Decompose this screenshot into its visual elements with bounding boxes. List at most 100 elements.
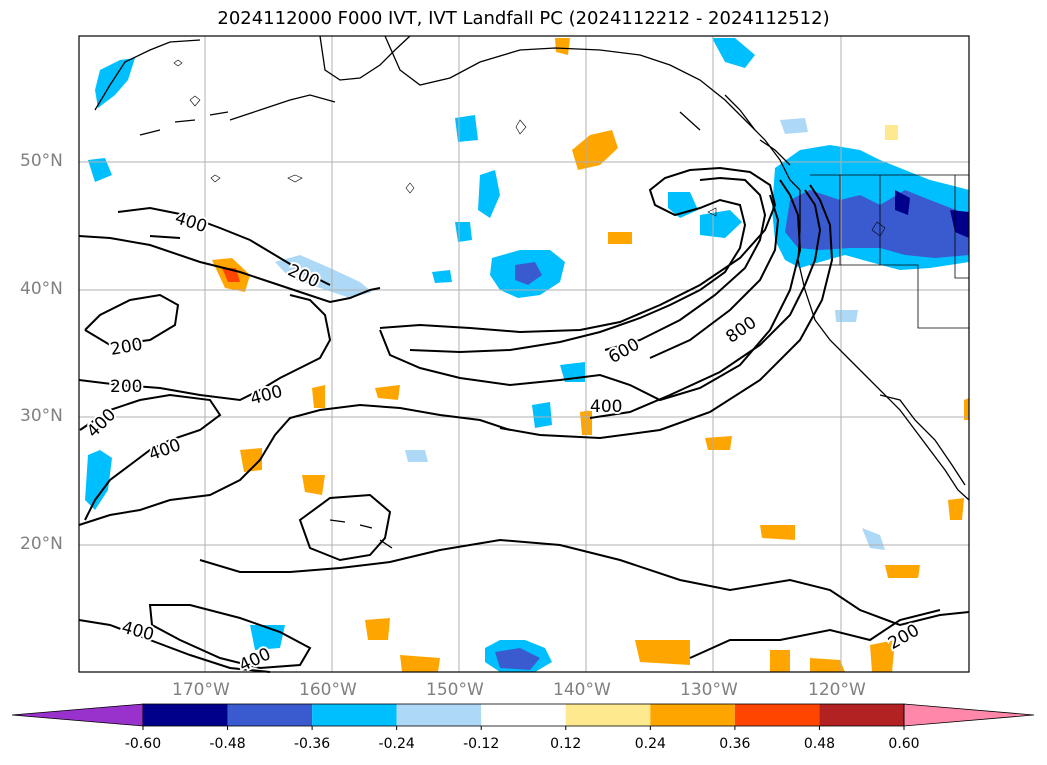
neg-patch-w3 <box>85 450 112 510</box>
contour-label: 400 <box>590 397 622 417</box>
lon-label: 150°W <box>426 680 484 700</box>
coastlines <box>94 35 970 549</box>
pos-patch-6 <box>375 385 400 400</box>
colorbar-outline <box>142 703 905 727</box>
contour-sub-400 <box>79 393 222 521</box>
lat-label: 50°N <box>20 151 63 171</box>
pos-patch-21 <box>770 650 790 672</box>
colorbar-extend-min <box>11 703 144 727</box>
wa-or-ca-coast <box>797 190 970 501</box>
neg-patch-w15 <box>405 450 428 462</box>
colorbar-extend-max <box>903 703 1035 727</box>
neg-patch-pnw-dark2 <box>895 190 910 215</box>
lon-label: 140°W <box>553 680 611 700</box>
contour-800 <box>649 194 780 359</box>
neg-patch-w5 <box>455 115 478 142</box>
contour-south-ring <box>148 604 312 670</box>
colorbar-box <box>819 704 904 726</box>
neg-patch-w1 <box>88 158 112 182</box>
pos-patch-14 <box>705 436 732 450</box>
alaska-coast <box>94 35 801 191</box>
colorbar-tick-label: 0.36 <box>719 736 751 752</box>
colorbar-box <box>396 704 482 726</box>
lon-label: 130°W <box>680 680 738 700</box>
contour-main-ar-outer <box>379 166 777 354</box>
pos-patch-3 <box>608 232 632 244</box>
positive-shading-layer <box>212 38 969 672</box>
neg-patch-s-core <box>495 648 540 670</box>
contour-west-200 <box>84 293 180 347</box>
contour-200-north <box>78 235 381 304</box>
contour-coast-ring <box>589 189 822 419</box>
plot-frame <box>78 35 970 673</box>
colorbar-box <box>481 704 566 726</box>
pos-patch-12 <box>810 658 845 672</box>
boundaries <box>810 174 969 329</box>
contour-west-400 <box>78 294 332 402</box>
neg-patch-w14 <box>275 255 372 298</box>
colorbar-box <box>312 704 397 726</box>
neg-patch-w11 <box>532 402 552 428</box>
neg-patch-w13 <box>432 270 452 283</box>
neg-patch-w17 <box>835 310 858 322</box>
colorbar-tick-label: -0.36 <box>293 736 331 752</box>
neg-patch-mid-core <box>515 262 542 285</box>
colorbar-tick-label: -0.12 <box>463 736 500 752</box>
neg-patch-w8 <box>712 38 755 68</box>
colorbar-box <box>650 704 735 726</box>
pos-patch-5 <box>302 475 325 495</box>
neg-patch-w16 <box>780 118 808 134</box>
pos-patch-7 <box>760 525 795 540</box>
lon-label: 120°W <box>808 680 866 700</box>
pos-patch-20 <box>885 125 898 140</box>
neg-patch-w7 <box>700 210 742 238</box>
baja-coast <box>879 394 966 486</box>
colorbar-tick-label: 0.60 <box>888 736 920 752</box>
pos-patch-13 <box>870 640 895 672</box>
pos-patch-4 <box>240 448 262 472</box>
colorbar-tick-label: -0.60 <box>124 736 162 752</box>
pos-patch-8 <box>885 565 920 578</box>
map-title: 2024112000 F000 IVT, IVT Landfall PC (20… <box>217 8 830 29</box>
lat-label: 40°N <box>20 279 63 299</box>
pos-patch-19 <box>964 398 969 420</box>
patch-outlines <box>173 59 886 237</box>
colorbar-tick-label: -0.24 <box>378 736 415 752</box>
colorbar-tick-label: 0.24 <box>634 736 666 752</box>
colorbar-box <box>227 704 313 726</box>
neg-patch-w9 <box>250 625 285 650</box>
pos-patch-15 <box>555 38 570 55</box>
colorbar-tick-label: -0.48 <box>209 736 246 752</box>
lon-label: 170°W <box>172 680 230 700</box>
contour-200-outer <box>499 184 834 440</box>
lat-label: 30°N <box>20 406 63 426</box>
contour-south-400 <box>78 403 511 526</box>
colorbar-box <box>734 704 820 726</box>
gridlines <box>79 36 969 672</box>
contour-label: 200 <box>110 377 142 397</box>
lat-label: 20°N <box>20 534 63 554</box>
contour-bottom-400 <box>78 619 271 673</box>
neg-patch-w2 <box>95 58 135 108</box>
pos-patch-11 <box>400 655 440 672</box>
neg-patch-w4 <box>478 170 500 218</box>
contour-400-band <box>117 206 331 286</box>
lon-label: 160°W <box>299 680 357 700</box>
ivt-contours <box>78 166 970 673</box>
colorbar-box <box>565 704 651 726</box>
pos-patch-1 <box>572 130 618 170</box>
plot-area <box>79 36 969 672</box>
pos-patch-9 <box>635 640 690 665</box>
pos-patch-18 <box>948 498 964 520</box>
colorbar-box <box>143 704 228 726</box>
pos-patch-17 <box>312 385 325 408</box>
contour-bottom-right <box>689 609 941 659</box>
pos-patch-10 <box>365 618 390 640</box>
contour-south-200 <box>199 538 970 627</box>
bc-coast <box>679 94 791 166</box>
contour-600 <box>604 176 767 351</box>
colorbar <box>11 703 1035 730</box>
colorbar-tick-label: 0.12 <box>550 736 582 752</box>
state-lines <box>810 175 969 329</box>
